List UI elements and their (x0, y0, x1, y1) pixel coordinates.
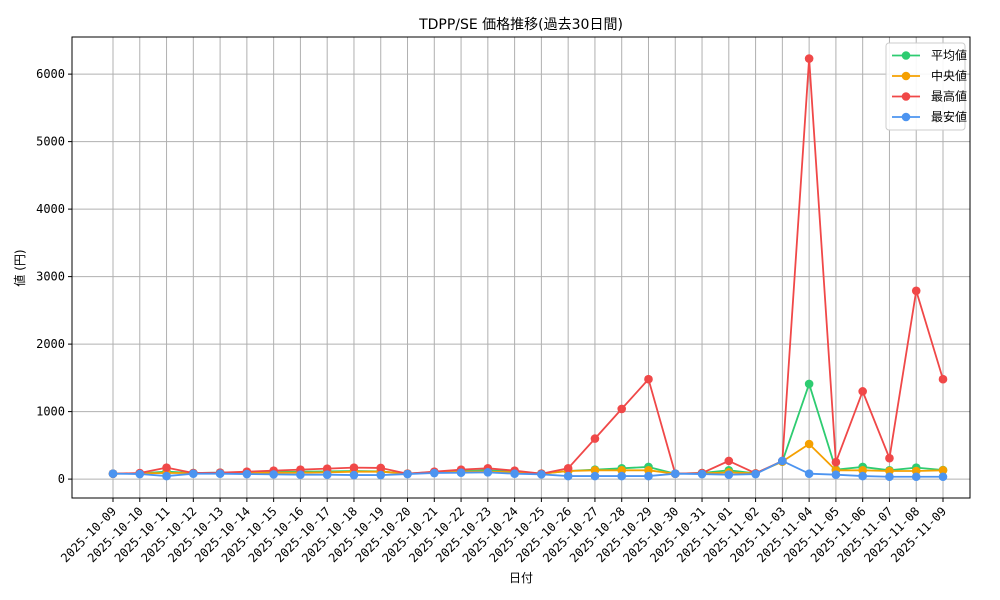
data-point (804, 439, 814, 449)
data-point (804, 54, 814, 63)
y-tick-label: 3000 (36, 270, 65, 284)
data-point (670, 469, 680, 479)
legend-item: 平均値 (892, 48, 967, 63)
data-point (189, 469, 198, 479)
series-group (108, 54, 948, 482)
series-line (112, 459, 943, 478)
legend-item: 最高値 (892, 89, 967, 104)
plot-area (72, 37, 970, 498)
plot-frame (71, 36, 971, 499)
data-point (296, 470, 305, 480)
data-point (322, 470, 332, 480)
data-point (858, 471, 867, 481)
data-point (644, 374, 653, 384)
data-point (349, 470, 359, 480)
data-point (108, 469, 118, 479)
legend-swatch-marker (901, 71, 911, 81)
data-point (215, 469, 225, 479)
data-point (751, 469, 760, 479)
data-point (938, 466, 948, 475)
data-point (349, 463, 359, 472)
data-point (804, 379, 814, 389)
legend-swatch-marker (901, 92, 911, 101)
data-point (617, 404, 627, 414)
data-point (885, 472, 894, 482)
data-point (590, 434, 600, 443)
data-point (135, 469, 145, 479)
data-point (697, 469, 707, 479)
data-point (456, 468, 466, 477)
chart-title: TDPP/SE 価格推移(過去30日間) (418, 17, 623, 33)
x-axis: 2025-10-092025-10-102025-10-112025-10-12… (58, 498, 949, 565)
data-point (724, 470, 734, 480)
data-point (403, 469, 412, 479)
legend-label: 中央値 (931, 68, 967, 83)
data-point (563, 471, 573, 481)
data-point (938, 472, 948, 482)
data-point (429, 468, 439, 478)
legend-label: 平均値 (931, 48, 967, 63)
data-point (162, 471, 171, 481)
grid (72, 37, 970, 498)
legend-swatch-marker (901, 51, 911, 60)
data-point (537, 470, 546, 479)
data-point (510, 469, 519, 479)
data-point (644, 471, 653, 481)
data-point (617, 471, 627, 481)
y-tick-label: 0 (58, 472, 65, 486)
data-point (831, 470, 841, 480)
data-point (376, 470, 386, 480)
legend-item: 最安値 (892, 109, 967, 124)
data-point (831, 457, 841, 467)
series-最安値 (108, 456, 948, 482)
x-axis-title: 日付 (509, 571, 533, 585)
data-point (885, 453, 894, 463)
data-point (162, 463, 171, 472)
data-point (778, 456, 787, 466)
legend-item: 中央値 (892, 68, 967, 83)
y-tick-label: 2000 (36, 337, 65, 351)
data-point (483, 468, 493, 477)
legend-label: 最高値 (931, 89, 967, 104)
legend-box (885, 42, 966, 131)
data-point (858, 387, 867, 396)
y-tick-label: 4000 (36, 202, 65, 216)
data-point (590, 471, 600, 481)
data-point (911, 286, 921, 296)
y-tick-label: 5000 (36, 135, 65, 149)
data-point (563, 464, 573, 473)
data-point (242, 469, 252, 479)
data-point (322, 464, 332, 473)
y-axis: 0 1000 2000 3000 4000 5000 6000 (36, 67, 72, 486)
data-point (269, 470, 278, 479)
y-tick-label: 6000 (36, 67, 65, 81)
data-point (724, 456, 734, 466)
data-point (938, 374, 948, 384)
series-line (112, 57, 944, 475)
data-point (911, 472, 921, 482)
data-point (804, 469, 814, 479)
y-tick-label: 1000 (36, 405, 65, 419)
y-axis-title: 値 (円) (12, 249, 27, 286)
data-point (376, 463, 386, 473)
legend-label: 最安値 (931, 109, 967, 124)
legend-swatch-marker (901, 112, 911, 122)
